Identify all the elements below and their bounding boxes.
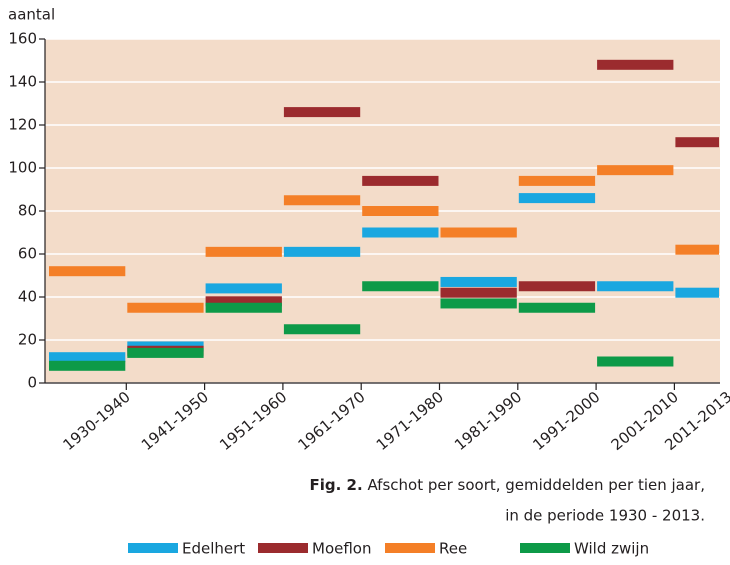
bar-segment (518, 193, 596, 204)
caption-label: Fig. 2. (309, 476, 362, 494)
y-tick-label: 20 (18, 331, 37, 349)
y-tick-label: 140 (8, 73, 37, 91)
bar-segment (440, 276, 517, 287)
x-tick-label: 1981-1990 (451, 388, 525, 454)
y-tick-label: 100 (8, 159, 37, 177)
bar-segment (205, 302, 282, 313)
bar-segment (362, 175, 439, 186)
x-tick-label: 1991-2000 (529, 388, 603, 454)
bar-segment (49, 266, 126, 277)
x-tick-label: 1971-1980 (373, 388, 447, 454)
legend-swatch (258, 543, 308, 553)
x-tick-label: 1941-1950 (138, 388, 212, 454)
bar-segment (440, 287, 517, 298)
bar-segment (597, 59, 674, 70)
bar-segment (518, 281, 596, 292)
bar-segment (675, 137, 719, 148)
x-tick-label: 1930-1940 (60, 388, 134, 454)
bar-segment (362, 281, 439, 292)
y-tick-label: 40 (18, 288, 37, 306)
bar-segment (440, 298, 517, 309)
bar-segment (205, 296, 282, 307)
bar-segment (597, 281, 674, 292)
legend-label: Wild zwijn (574, 540, 649, 558)
bar-segment (518, 302, 596, 313)
caption-text: Afschot per soort, gemiddelden per tien … (367, 476, 705, 494)
bar-segment (518, 175, 596, 186)
legend-label: Edelhert (182, 540, 245, 558)
caption-text: in de periode 1930 - 2013. (505, 507, 705, 525)
y-tick-label: 60 (18, 245, 37, 263)
bar-segment (440, 227, 517, 238)
bar-segment (127, 347, 204, 358)
x-tick-label: 1961-1970 (294, 388, 368, 454)
bar-segment (49, 360, 126, 371)
bar-segment (283, 324, 361, 335)
bar-segment (675, 244, 719, 255)
legend-swatch (128, 543, 178, 553)
bar-segment (283, 246, 361, 257)
caption: Fig. 2. Afschot per soort, gemiddelden p… (309, 476, 705, 494)
legend-swatch (520, 543, 570, 553)
legend-swatch (385, 543, 435, 553)
bar-segment (362, 206, 439, 216)
bar-segment (675, 287, 719, 298)
legend-label: Moeflon (312, 540, 371, 558)
y-tick-label: 80 (18, 202, 37, 220)
legend-label: Ree (439, 540, 467, 558)
bar-segment (597, 356, 674, 367)
bar-segment (49, 352, 126, 363)
y-axis-label: aantal (8, 6, 55, 24)
bar-segment (597, 165, 674, 176)
bar-segment (362, 227, 439, 238)
y-tick-label: 0 (27, 374, 37, 392)
bar-segment (205, 246, 282, 257)
x-tick-label: 1951-1960 (216, 388, 290, 454)
y-tick-label: 160 (8, 30, 37, 48)
bar-segment (283, 195, 361, 206)
y-tick-label: 120 (8, 116, 37, 134)
bar-segment (205, 283, 282, 294)
bar-segment (127, 302, 204, 313)
bar-segment (283, 107, 361, 118)
